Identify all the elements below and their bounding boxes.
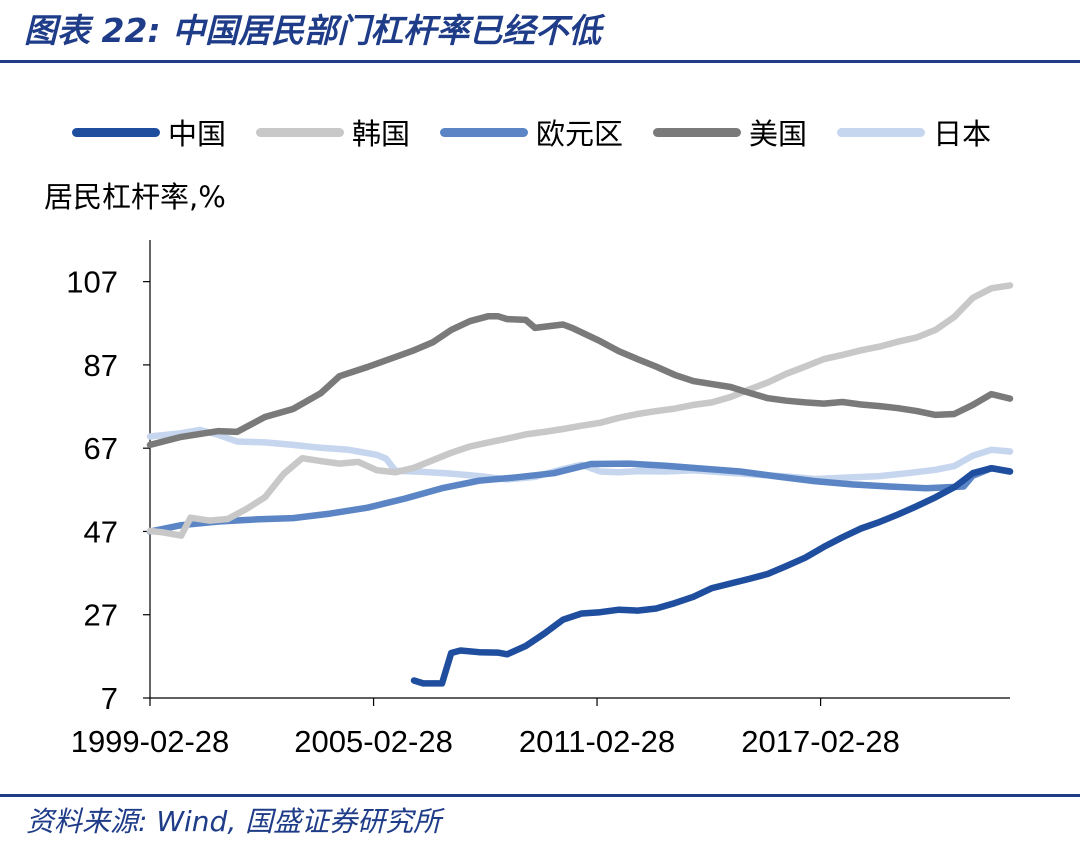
x-tick-label: 2017-02-28 — [741, 724, 900, 759]
series-line-eurozone — [146, 460, 1014, 535]
footer-divider — [0, 794, 1080, 797]
title-divider — [0, 60, 1080, 63]
legend-swatch-korea — [256, 127, 345, 137]
x-tick-label: 2011-02-28 — [519, 724, 675, 759]
legend-item-eurozone: 欧元区 — [440, 111, 623, 153]
y-tick-label: 27 — [84, 598, 118, 633]
series-line-china — [410, 464, 1014, 687]
series-line-korea — [146, 282, 1014, 539]
chart-series — [146, 282, 1014, 687]
legend-label-china: 中国 — [168, 117, 227, 151]
legend-label-korea: 韩国 — [352, 117, 411, 151]
chart-axes: 107 87 67 47 27 7 1999-02-28 2005-02-28 2011-02-… — [66, 240, 1010, 759]
legend-swatch-usa — [653, 127, 742, 137]
series-line-japan — [146, 426, 1014, 483]
y-tick-label: 47 — [84, 514, 118, 549]
legend-item-japan: 日本 — [837, 111, 991, 153]
source-note: 资料来源: Wind, 国盛证券研究所 — [26, 805, 442, 838]
legend-swatch-china — [72, 127, 160, 137]
y-axis-label: 居民杠杆率,% — [44, 180, 226, 214]
legend-label-japan: 日本 — [933, 117, 992, 151]
x-tick-label: 1999-02-28 — [71, 724, 230, 759]
y-tick-label: 87 — [84, 348, 118, 383]
legend-item-china: 中国 — [72, 111, 226, 153]
legend-swatch-japan — [837, 127, 926, 137]
figure-header: 图表 22: 中国居民部门杠杆率已经不低 — [0, 0, 1080, 64]
series-line-usa — [146, 312, 1014, 449]
x-tick-label: 2005-02-28 — [294, 724, 453, 759]
legend-label-eurozone: 欧元区 — [536, 117, 624, 151]
legend-item-usa: 美国 — [653, 111, 807, 153]
chart-legend: 中国 韩国 欧元区 美国 日本 — [72, 110, 1021, 154]
y-tick-label: 7 — [101, 681, 118, 716]
y-tick-label: 67 — [84, 431, 118, 466]
legend-item-korea: 韩国 — [256, 111, 410, 153]
legend-label-usa: 美国 — [749, 117, 808, 151]
figure-title: 图表 22: 中国居民部门杠杆率已经不低 — [24, 11, 602, 50]
y-tick-label: 107 — [66, 265, 118, 300]
legend-swatch-eurozone — [440, 127, 529, 137]
